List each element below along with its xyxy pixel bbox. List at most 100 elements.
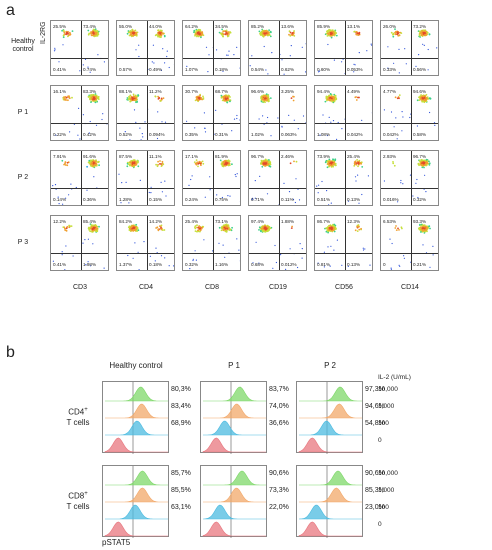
flow-plot: 85.2% 13.6% 0.54% 0.62% xyxy=(248,20,307,76)
dose-histogram xyxy=(202,504,266,520)
cell-type-name: CD4 xyxy=(68,407,85,417)
flow-plot: 2.93% 96.7% 0.016% 0.32% xyxy=(380,150,439,206)
quadrant-percentage: 87.5% xyxy=(119,154,133,159)
quadrant-percentage: 0.49% xyxy=(149,67,163,72)
quadrant-percentage: 0.053% xyxy=(347,67,363,72)
il2-dose-label: 10,000 xyxy=(378,386,398,393)
histogram-stack xyxy=(102,465,169,538)
quadrant-percentage: 96.6% xyxy=(251,89,265,94)
pstat5-percentage: 68,9% xyxy=(171,420,191,427)
pstat5-percentage: 90,6% xyxy=(365,470,385,477)
cell-type-subtitle: T cells xyxy=(66,501,90,511)
density-dots xyxy=(252,224,303,270)
pstat5-percentage: 22,0% xyxy=(269,504,289,511)
density-dots xyxy=(316,158,369,205)
il2-dose-label: 1,000 xyxy=(378,487,395,494)
panel-a-label: a xyxy=(6,2,15,19)
quadrant-percentage: 1.88% xyxy=(281,219,295,224)
histogram-curves xyxy=(298,382,362,454)
flow-plot: 12.2% 85.4% 0.41% 1.98% xyxy=(50,215,109,271)
dose-histogram xyxy=(299,420,362,436)
flow-plot: 84.2% 14.2% 1.37% 0.18% xyxy=(116,215,175,271)
row-label: P 3 xyxy=(17,239,29,246)
quadrant-percentage: 1.28% xyxy=(119,197,133,202)
quadrant-percentage: 91.6% xyxy=(83,154,97,159)
quadrant-percentage: 0.62% xyxy=(281,67,295,72)
pstat5-percentage: 90,6% xyxy=(269,470,289,477)
density-dots xyxy=(53,28,105,73)
il2-dose-label: 10,000 xyxy=(378,470,398,477)
marker-column-label: CD3 xyxy=(72,284,87,291)
quadrant-percentage: 4.49% xyxy=(347,89,361,94)
pstat5-percentage: 73,3% xyxy=(269,487,289,494)
dose-histogram xyxy=(105,386,168,402)
cell-type-subtitle: T cells xyxy=(66,417,90,427)
quadrant-percentage: 0.24% xyxy=(185,197,199,202)
il2-dose-label: 0 xyxy=(378,521,382,528)
quadrant-percentage: 97.4% xyxy=(251,219,265,224)
density-dots xyxy=(258,93,306,137)
dose-histogram xyxy=(299,487,362,503)
dose-histogram xyxy=(203,403,266,419)
dose-histogram xyxy=(105,420,168,436)
flow-plot: 88.1% 11.2% 0.52% 0.094% xyxy=(116,85,175,141)
quadrant-percentage: 83.3% xyxy=(83,89,97,94)
dose-histogram xyxy=(299,386,362,402)
quadrant-percentage: 7.91% xyxy=(53,154,67,159)
row-label: P 2 xyxy=(17,174,29,181)
quadrant-percentage: 85.2% xyxy=(251,24,265,29)
flow-plot: 86.7% 12.3% 0.81% 0.13% xyxy=(314,215,373,271)
quadrant-percentage: 0.75% xyxy=(215,197,229,202)
flow-plot: 96.7% 2.46% 0.71% 0.11% xyxy=(248,150,307,206)
histogram-curves xyxy=(202,382,266,454)
marker-column-label: CD14 xyxy=(401,284,419,291)
quadrant-percentage: 25.4% xyxy=(185,219,199,224)
row-label: Healthy control xyxy=(11,38,35,53)
quadrant-percentage: 0.15% xyxy=(149,197,163,202)
marker-column-label: CD56 xyxy=(335,284,353,291)
dose-histogram xyxy=(203,470,266,486)
quadrant-percentage: 93.3% xyxy=(413,219,427,224)
dose-histogram xyxy=(105,470,168,486)
density-dots xyxy=(188,159,240,202)
quadrant-percentage: 16.1% xyxy=(53,89,67,94)
dose-histogram xyxy=(105,403,168,419)
histogram-stack xyxy=(296,465,363,538)
panel-b-label: b xyxy=(6,344,15,361)
quadrant-percentage: 73.1% xyxy=(215,219,229,224)
histogram-curves xyxy=(104,466,168,538)
quadrant-percentage: 0.68% xyxy=(251,262,265,267)
il2rg-axis-label: IL-2RG xyxy=(40,21,47,44)
dose-histogram xyxy=(104,437,168,453)
pstat5-percentage: 23,0% xyxy=(365,504,385,511)
quadrant-percentage: 25.4% xyxy=(347,154,361,159)
dose-histogram xyxy=(298,504,362,520)
marker-column-label: CD8 xyxy=(204,284,219,291)
histogram-column-title: P 2 xyxy=(324,361,336,370)
il2-dose-label: 100 xyxy=(378,504,389,511)
density-dots xyxy=(52,159,100,205)
quadrant-percentage: 0.52% xyxy=(119,132,133,137)
density-dots xyxy=(383,158,431,203)
quadrant-percentage: 1.98% xyxy=(83,262,97,267)
quadrant-percentage: 0.32% xyxy=(413,197,427,202)
flow-plot: 16.1% 83.3% 0.22% 0.42% xyxy=(50,85,109,141)
histogram-stack xyxy=(200,465,267,538)
flow-plot: 73.9% 25.4% 0.51% 0.13% xyxy=(314,150,373,206)
dose-histogram xyxy=(105,487,168,503)
density-dots xyxy=(189,223,240,270)
flow-plot: 64.2% 34.5% 1.07% 0.18% xyxy=(182,20,241,76)
quadrant-percentage: 2.46% xyxy=(281,154,295,159)
quadrant-percentage: 0.016% xyxy=(383,197,399,202)
quadrant-percentage: 0.13% xyxy=(347,262,361,267)
quadrant-percentage: 0.11% xyxy=(281,197,294,202)
quadrant-percentage: 0.42% xyxy=(83,132,97,137)
pstat5-percentage: 63,1% xyxy=(171,504,191,511)
quadrant-percentage: 6.53% xyxy=(383,219,397,224)
quadrant-percentage: 81.9% xyxy=(215,154,229,159)
density-dots xyxy=(118,159,167,204)
quadrant-percentage: 0.60% xyxy=(317,67,331,72)
flow-plot: 96.6% 3.25% 1.02% 0.063% xyxy=(248,85,307,141)
quadrant-percentage: 55.0% xyxy=(119,24,133,29)
quadrant-percentage: 0.21% xyxy=(413,262,427,267)
